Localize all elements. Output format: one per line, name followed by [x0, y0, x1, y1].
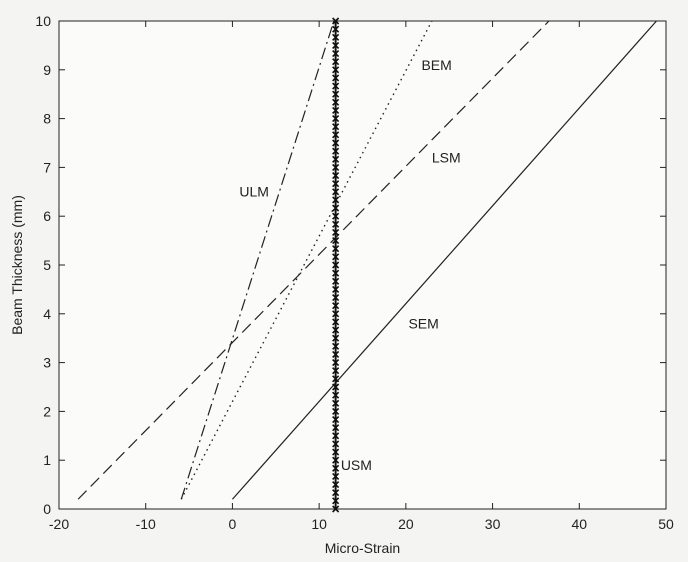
axis-ticks: -20 -10 0 10 20 30 40 50 0 1 2 3 4 5 6 7 8 9 10 — [35, 13, 674, 532]
series-usm-marker — [332, 253, 340, 261]
series-usm-marker — [332, 367, 340, 375]
series-ulm-line — [180, 20, 335, 500]
series-usm-marker — [332, 456, 340, 464]
series-usm-marker — [332, 171, 340, 180]
series-usm-marker — [332, 285, 340, 293]
series-usm-marker — [332, 180, 340, 188]
x-tick-label: 10 — [311, 516, 327, 532]
series-usm-marker — [332, 375, 340, 383]
series-usm-marker — [332, 489, 340, 497]
y-tick-label: 4 — [43, 306, 51, 322]
y-axis-label: Beam Thickness (mm) — [9, 195, 25, 335]
series-usm-marker — [332, 123, 340, 131]
series-usm-marker — [332, 228, 340, 237]
series-usm-marker — [332, 188, 340, 196]
series-usm-marker — [332, 440, 340, 448]
x-tick-label: 50 — [658, 516, 674, 532]
series-usm-marker — [332, 58, 340, 66]
series-group — [77, 17, 657, 513]
series-usm-marker — [332, 310, 340, 318]
series-usm-marker — [332, 204, 340, 212]
series-usm-marker — [332, 196, 340, 204]
series-usm-marker — [332, 415, 340, 424]
series-usm-marker — [332, 163, 340, 171]
y-tick-label: 10 — [35, 13, 51, 29]
series-usm-marker — [332, 269, 340, 277]
series-label-ulm: ULM — [239, 184, 269, 200]
series-usm-marker — [332, 90, 340, 98]
series-usm-marker — [332, 155, 340, 163]
series-usm-marker — [332, 505, 340, 513]
series-usm-marker — [332, 424, 340, 432]
series-usm-marker — [332, 481, 340, 489]
series-usm-marker — [332, 277, 340, 285]
y-tick-label: 9 — [43, 62, 51, 78]
y-tick-label: 5 — [43, 257, 51, 273]
series-labels: ULM BEM LSM SEM USM — [239, 57, 460, 473]
series-usm-marker — [332, 33, 340, 41]
series-usm-marker — [332, 74, 340, 82]
series-bem-line — [180, 20, 433, 500]
series-usm-marker — [332, 261, 340, 269]
x-tick-label: -20 — [49, 516, 69, 532]
series-label-bem: BEM — [421, 57, 451, 73]
series-usm-marker — [332, 115, 340, 123]
series-usm-marker — [332, 237, 340, 245]
series-label-sem: SEM — [408, 315, 438, 331]
series-usm-marker — [332, 17, 340, 25]
x-axis-label: Micro-Strain — [325, 540, 400, 556]
series-usm-marker — [332, 293, 340, 302]
series-usm-marker — [332, 25, 340, 33]
series-usm-marker — [332, 342, 340, 350]
y-tick-label: 7 — [43, 159, 51, 175]
series-usm-marker — [332, 139, 340, 147]
series-usm-marker — [332, 448, 340, 456]
series-usm-marker — [332, 302, 340, 310]
series-usm-marker — [332, 98, 340, 106]
series-usm-marker — [332, 334, 340, 342]
series-usm-marker — [332, 82, 340, 90]
series-usm-marker — [332, 432, 340, 440]
series-usm-marker — [332, 383, 340, 391]
series-usm-marker — [332, 326, 340, 334]
series-usm-marker — [332, 49, 340, 58]
plot-area — [58, 20, 667, 510]
series-usm-marker — [332, 220, 340, 228]
x-tick-label: 40 — [571, 516, 587, 532]
x-tick-label: 30 — [485, 516, 501, 532]
series-usm-marker — [332, 399, 340, 407]
series-usm-marker — [332, 212, 340, 220]
series-usm-marker — [332, 472, 340, 481]
x-tick-label: 0 — [229, 516, 237, 532]
series-usm-marker — [332, 318, 340, 326]
series-lsm-line — [77, 20, 550, 500]
x-tick-label: 20 — [398, 516, 414, 532]
y-tick-label: 8 — [43, 111, 51, 127]
series-usm-marker — [332, 147, 340, 155]
x-tick-label: -10 — [136, 516, 156, 532]
series-usm-marker — [332, 407, 340, 415]
y-tick-label: 1 — [43, 452, 51, 468]
series-usm-marker — [332, 497, 340, 505]
series-usm-marker — [332, 391, 340, 399]
series-usm-marker — [332, 350, 340, 359]
series-usm-marker — [332, 66, 340, 74]
y-tick-label: 2 — [43, 403, 51, 419]
series-usm-marker — [332, 106, 340, 115]
y-tick-label: 0 — [43, 501, 51, 517]
series-sem-line — [231, 20, 657, 500]
series-usm-marker — [332, 359, 340, 367]
series-usm-marker — [332, 245, 340, 253]
series-label-usm: USM — [341, 457, 372, 473]
y-tick-label: 3 — [43, 355, 51, 371]
y-tick-label: 6 — [43, 208, 51, 224]
series-usm-marker — [332, 131, 340, 139]
series-usm-marker — [332, 464, 340, 472]
series-label-lsm: LSM — [432, 150, 461, 166]
series-usm-marker — [332, 41, 340, 49]
